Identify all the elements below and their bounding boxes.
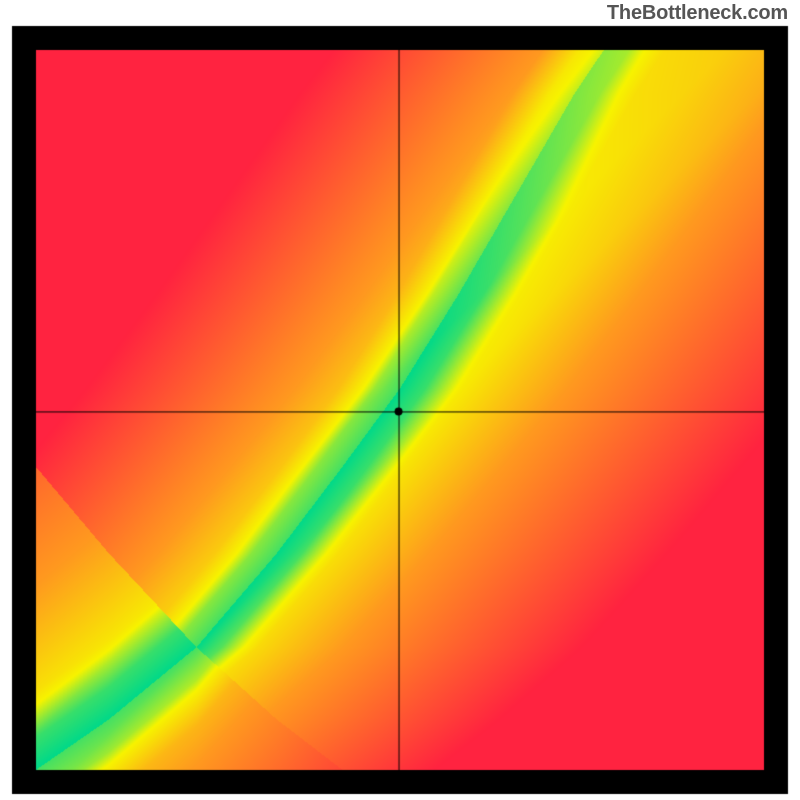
watermark-text: TheBottleneck.com — [607, 2, 788, 25]
bottleneck-heatmap — [0, 0, 800, 800]
